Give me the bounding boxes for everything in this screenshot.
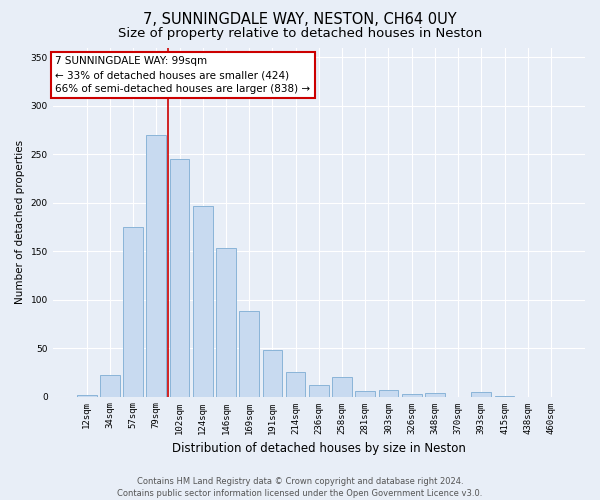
Bar: [379, 390, 398, 396]
Text: Contains HM Land Registry data © Crown copyright and database right 2024.
Contai: Contains HM Land Registry data © Crown c…: [118, 476, 482, 498]
Bar: [77, 394, 97, 396]
Text: 7, SUNNINGDALE WAY, NESTON, CH64 0UY: 7, SUNNINGDALE WAY, NESTON, CH64 0UY: [143, 12, 457, 28]
Bar: [193, 206, 212, 396]
Text: Size of property relative to detached houses in Neston: Size of property relative to detached ho…: [118, 28, 482, 40]
Bar: [100, 375, 120, 396]
Bar: [170, 159, 190, 396]
Bar: [355, 390, 375, 396]
Bar: [286, 372, 305, 396]
Bar: [332, 377, 352, 396]
Bar: [123, 227, 143, 396]
Bar: [425, 392, 445, 396]
Text: 7 SUNNINGDALE WAY: 99sqm
← 33% of detached houses are smaller (424)
66% of semi-: 7 SUNNINGDALE WAY: 99sqm ← 33% of detach…: [55, 56, 310, 94]
Y-axis label: Number of detached properties: Number of detached properties: [15, 140, 25, 304]
Bar: [239, 311, 259, 396]
Bar: [216, 248, 236, 396]
Bar: [263, 350, 282, 397]
X-axis label: Distribution of detached houses by size in Neston: Distribution of detached houses by size …: [172, 442, 466, 455]
Bar: [146, 135, 166, 396]
Bar: [309, 385, 329, 396]
Bar: [472, 392, 491, 396]
Bar: [402, 394, 422, 396]
